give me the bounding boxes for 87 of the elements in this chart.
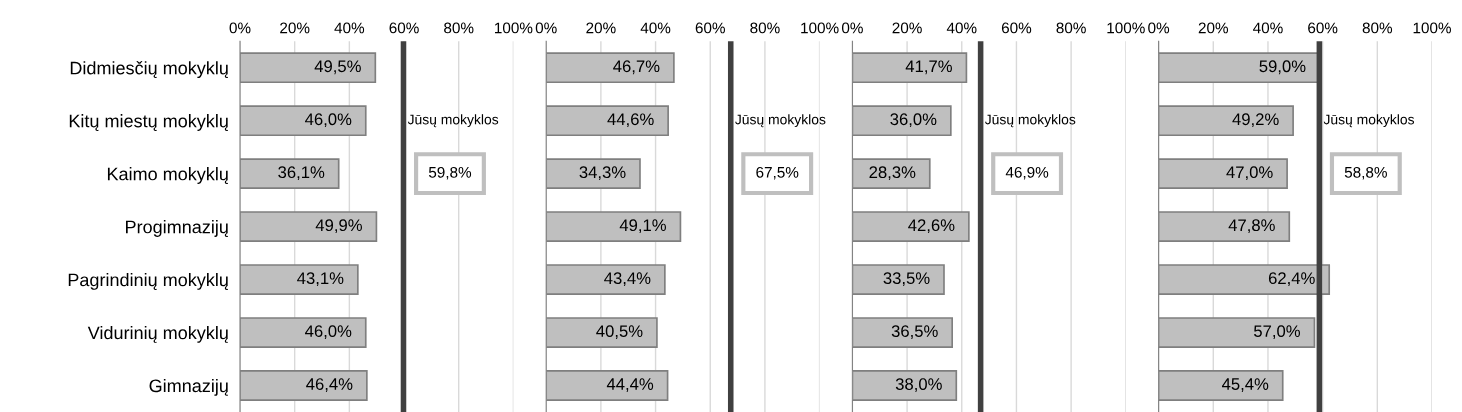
bar: [1158, 158, 1288, 190]
data-label: 42,6%: [908, 219, 955, 234]
data-label: 36,5%: [891, 325, 938, 339]
x-tick-label: 60%: [1001, 22, 1032, 34]
bar: [852, 158, 931, 190]
bar: [1158, 317, 1316, 348]
y-tick-label: Pagrindinių mokyklų: [68, 273, 228, 290]
y-tick-label: Kaimo mokyklų: [107, 167, 228, 184]
x-tick-label: 100%: [801, 22, 839, 34]
data-label: 28,3%: [869, 166, 916, 181]
x-tick-label: 40%: [1253, 22, 1283, 34]
x-tick-label: 20%: [586, 22, 616, 34]
x-tick-label: 60%: [695, 22, 725, 34]
data-label: 49,9%: [315, 219, 362, 234]
bar: [546, 264, 666, 295]
bar: [546, 370, 669, 401]
x-tick-label: 20%: [1198, 22, 1229, 34]
bar: [546, 158, 641, 190]
data-label: 46,7%: [613, 60, 660, 75]
x-tick-label: 100%: [1107, 22, 1145, 34]
data-label: 33,5%: [883, 272, 930, 287]
data-label: 62,4%: [1268, 272, 1315, 287]
x-tick-label: 60%: [389, 22, 419, 34]
x-tick-label: 20%: [892, 22, 922, 34]
data-label: 34,3%: [579, 166, 626, 181]
ref-line-label: Jūsų mokyklos: [984, 114, 1076, 128]
data-label: 40,5%: [596, 325, 643, 339]
annotation: 59,8%: [428, 166, 472, 180]
bar: [852, 52, 968, 84]
data-label: 59,0%: [1259, 60, 1306, 75]
data-label: 46,0%: [305, 113, 352, 128]
data-label: 44,4%: [606, 378, 654, 392]
x-tick-label: 60%: [1308, 22, 1338, 34]
y-tick-label: Kitų miestų mokyklų: [69, 114, 228, 131]
bar: [1158, 211, 1291, 243]
x-tick-label: 0%: [841, 22, 863, 34]
x-tick-label: 100%: [1413, 22, 1451, 34]
ref-line-label: Jūsų mokyklos: [407, 114, 499, 128]
bar: [852, 370, 958, 401]
bar: [546, 52, 675, 84]
ref-line-label: Jūsų mokyklos: [735, 114, 826, 128]
data-label: 43,1%: [297, 272, 344, 287]
y-tick-label: Progimnazijų: [126, 220, 228, 237]
x-tick-label: 80%: [750, 22, 780, 34]
x-tick-label: 40%: [334, 22, 365, 34]
bar: [852, 211, 970, 243]
data-label: 46,4%: [306, 378, 353, 392]
bar: [1158, 370, 1284, 401]
data-label: 36,1%: [278, 166, 325, 181]
data-label: 43,4%: [604, 272, 651, 287]
bar: [546, 317, 658, 348]
data-label: 47,8%: [1228, 219, 1275, 234]
data-label: 49,1%: [619, 219, 666, 234]
ref-line-label: Jūsų mokyklos: [1323, 114, 1415, 128]
x-tick-label: 100%: [495, 22, 533, 34]
y-tick-label: Didmiesčių mokyklų: [70, 61, 228, 79]
bar: [546, 105, 669, 137]
x-tick-label: 80%: [1056, 22, 1086, 34]
data-label: 38,0%: [895, 378, 942, 392]
data-label: 47,0%: [1226, 166, 1273, 181]
data-label: 36,0%: [890, 113, 937, 128]
data-label: 45,4%: [1222, 378, 1269, 392]
annotation: 58,8%: [1344, 166, 1387, 180]
x-tick-label: 40%: [640, 22, 671, 34]
bar: [1158, 105, 1294, 137]
data-label: 46,0%: [305, 325, 352, 339]
y-tick-label: Gimnazijų: [149, 378, 228, 396]
x-tick-label: 0%: [535, 22, 557, 34]
x-tick-label: 0%: [229, 22, 251, 34]
x-tick-label: 80%: [444, 22, 474, 34]
bar: [1158, 264, 1331, 295]
y-tick-label: Vidurinių mokyklų: [87, 326, 228, 343]
annotation: 46,9%: [1005, 166, 1049, 180]
x-tick-label: 80%: [1362, 22, 1393, 34]
x-tick-label: 40%: [946, 22, 977, 34]
bar: [852, 317, 954, 348]
x-tick-label: 0%: [1148, 22, 1170, 34]
data-label: 49,2%: [1232, 113, 1279, 128]
annotation: 67,5%: [756, 166, 799, 180]
data-label: 57,0%: [1254, 325, 1300, 339]
data-label: 44,6%: [607, 113, 654, 128]
x-tick-label: 20%: [280, 22, 310, 34]
data-label: 49,5%: [314, 60, 361, 75]
bar: [852, 105, 952, 137]
data-label: 41,7%: [905, 60, 952, 75]
bar: [852, 264, 945, 295]
bar: [546, 211, 682, 243]
